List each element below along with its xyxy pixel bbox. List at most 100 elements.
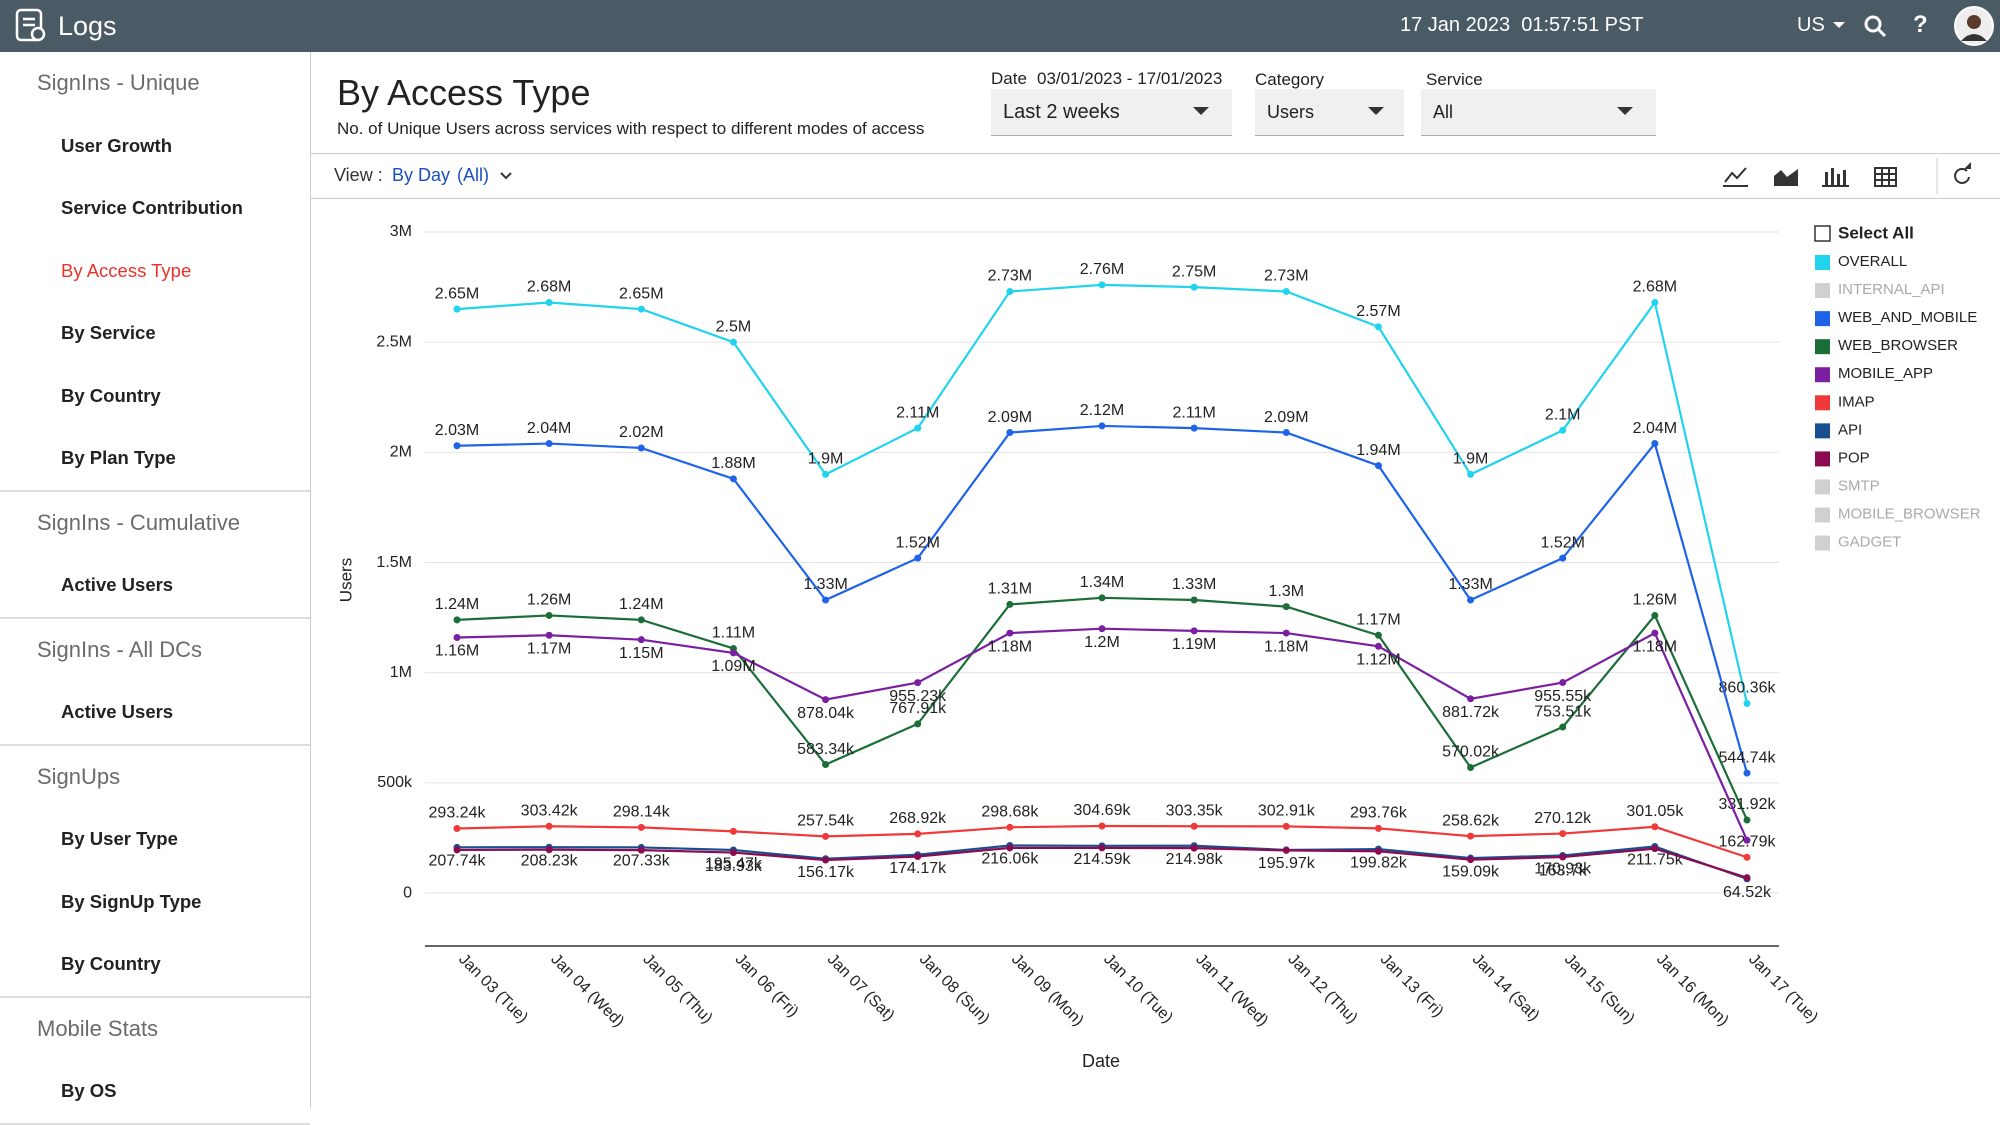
bar-chart-button[interactable] — [1822, 168, 1849, 187]
nav-item[interactable]: By User Type — [61, 828, 178, 849]
section-title[interactable]: SignIns - All DCs — [37, 636, 203, 662]
refresh-button[interactable] — [1954, 162, 1971, 184]
data-point — [914, 554, 922, 562]
avatar[interactable] — [1953, 5, 1995, 47]
data-label: 1.24M — [619, 596, 663, 613]
legend-label[interactable]: GADGET — [1838, 534, 1901, 551]
service-value: All — [1433, 102, 1454, 122]
nav-item[interactable]: By Country — [61, 384, 161, 406]
area-chart-button[interactable] — [1774, 169, 1798, 186]
data-label: 2.5M — [716, 318, 752, 335]
section-title[interactable]: SignIns - Cumulative — [37, 509, 240, 535]
datetime: 17 Jan 2023 01:57:51 PST — [1400, 14, 1644, 36]
nav-item[interactable]: By Plan Type — [61, 447, 176, 468]
x-tick-label: Jan 09 (Mon) — [1008, 951, 1087, 1030]
legend-label[interactable]: API — [1838, 421, 1862, 438]
data-label: 214.98k — [1166, 851, 1224, 868]
data-label: 208.23k — [521, 852, 579, 869]
data-point — [545, 299, 553, 307]
help-button[interactable]: ? — [1913, 11, 1928, 38]
data-label: 881.72k — [1442, 704, 1500, 721]
data-label: 1.17M — [527, 640, 571, 657]
legend-swatch[interactable] — [1815, 423, 1830, 439]
legend-label[interactable]: OVERALL — [1838, 253, 1907, 270]
nav-item[interactable]: Active Users — [61, 574, 174, 595]
region-select[interactable]: US — [1797, 14, 1825, 36]
caret — [1193, 107, 1209, 115]
data-label: 1.33M — [1448, 576, 1492, 593]
data-point — [1098, 281, 1106, 289]
data-label: 753.51k — [1534, 703, 1592, 720]
data-point — [822, 696, 830, 704]
data-label: 2.11M — [896, 404, 939, 421]
select-all-label[interactable]: Select All — [1838, 223, 1914, 242]
view-bar — [311, 153, 2000, 199]
legend-swatch[interactable] — [1815, 255, 1830, 270]
legend-swatch[interactable] — [1815, 339, 1830, 355]
data-point — [1006, 823, 1014, 831]
data-point — [1467, 832, 1475, 840]
category-dropdown[interactable]: Users — [1255, 89, 1404, 136]
data-label: 544.74k — [1719, 749, 1777, 766]
legend-swatch[interactable] — [1815, 535, 1830, 551]
view-value[interactable]: By Day — [392, 165, 451, 185]
data-label: 257.54k — [797, 813, 855, 830]
table-button[interactable] — [1874, 167, 1897, 187]
data-point — [545, 611, 553, 619]
data-label: 878.04k — [797, 705, 855, 722]
legend-label[interactable]: MOBILE_BROWSER — [1838, 506, 1981, 523]
legend-swatch[interactable] — [1815, 367, 1830, 383]
nav-item[interactable]: Service Contribution — [61, 197, 243, 218]
data-label: 1.18M — [1264, 638, 1308, 655]
legend-label[interactable]: WEB_AND_MOBILE — [1838, 309, 1977, 326]
data-point — [1190, 596, 1198, 604]
legend-swatch[interactable] — [1815, 283, 1830, 299]
data-point — [545, 631, 553, 639]
nav-item[interactable]: By SignUp Type — [61, 890, 202, 912]
legend-label[interactable]: SMTP — [1838, 477, 1880, 494]
select-all-checkbox[interactable] — [1814, 225, 1831, 242]
data-label: 2.09M — [988, 409, 1032, 426]
data-point — [1467, 695, 1475, 703]
data-point — [453, 305, 461, 313]
x-axis-title: Date — [1082, 1051, 1120, 1071]
legend-label[interactable]: MOBILE_APP — [1838, 365, 1933, 382]
data-point — [729, 649, 737, 657]
nav-item[interactable]: By OS — [61, 1080, 117, 1101]
data-point — [1374, 462, 1382, 470]
legend-swatch[interactable] — [1815, 451, 1830, 467]
data-label: 2.68M — [1633, 279, 1677, 296]
data-point — [1098, 822, 1106, 830]
legend-swatch[interactable] — [1815, 395, 1830, 411]
view-scope[interactable]: (All) — [457, 165, 489, 185]
nav-item[interactable]: Active Users — [61, 701, 174, 722]
legend-label[interactable]: IMAP — [1838, 393, 1875, 410]
x-tick-label: Jan 05 (Thu) — [639, 951, 715, 1027]
nav-item[interactable]: By Access Type — [61, 259, 192, 281]
legend-label[interactable]: POP — [1838, 449, 1870, 466]
legend-label[interactable]: WEB_BROWSER — [1838, 337, 1958, 354]
legend-swatch[interactable] — [1815, 479, 1830, 495]
legend-swatch[interactable] — [1815, 507, 1830, 523]
section-title[interactable]: SignUps — [37, 763, 121, 789]
sidebar-section: SignIns - All DCs Active Users — [0, 619, 310, 746]
service-dropdown[interactable]: All — [1421, 89, 1656, 136]
nav-item[interactable]: By Service — [61, 322, 156, 343]
date-dropdown[interactable]: Last 2 weeks — [991, 89, 1232, 136]
section-title[interactable]: Mobile Stats — [37, 1015, 159, 1041]
data-point — [637, 846, 645, 854]
data-label: 1.9M — [1453, 451, 1489, 468]
data-label: 301.05k — [1626, 803, 1684, 820]
nav-item[interactable]: User Growth — [61, 134, 173, 156]
line-chart-button[interactable] — [1723, 167, 1748, 187]
legend-swatch[interactable] — [1815, 311, 1830, 327]
data-point — [1190, 844, 1198, 852]
data-label: 1.19M — [1172, 636, 1216, 653]
section-title[interactable]: SignIns - Unique — [37, 70, 200, 95]
data-point — [1651, 629, 1659, 637]
data-label: 298.68k — [981, 804, 1039, 821]
data-point — [1282, 846, 1290, 854]
legend-label[interactable]: INTERNAL_API — [1838, 281, 1945, 298]
nav-item[interactable]: By Country — [61, 953, 161, 974]
